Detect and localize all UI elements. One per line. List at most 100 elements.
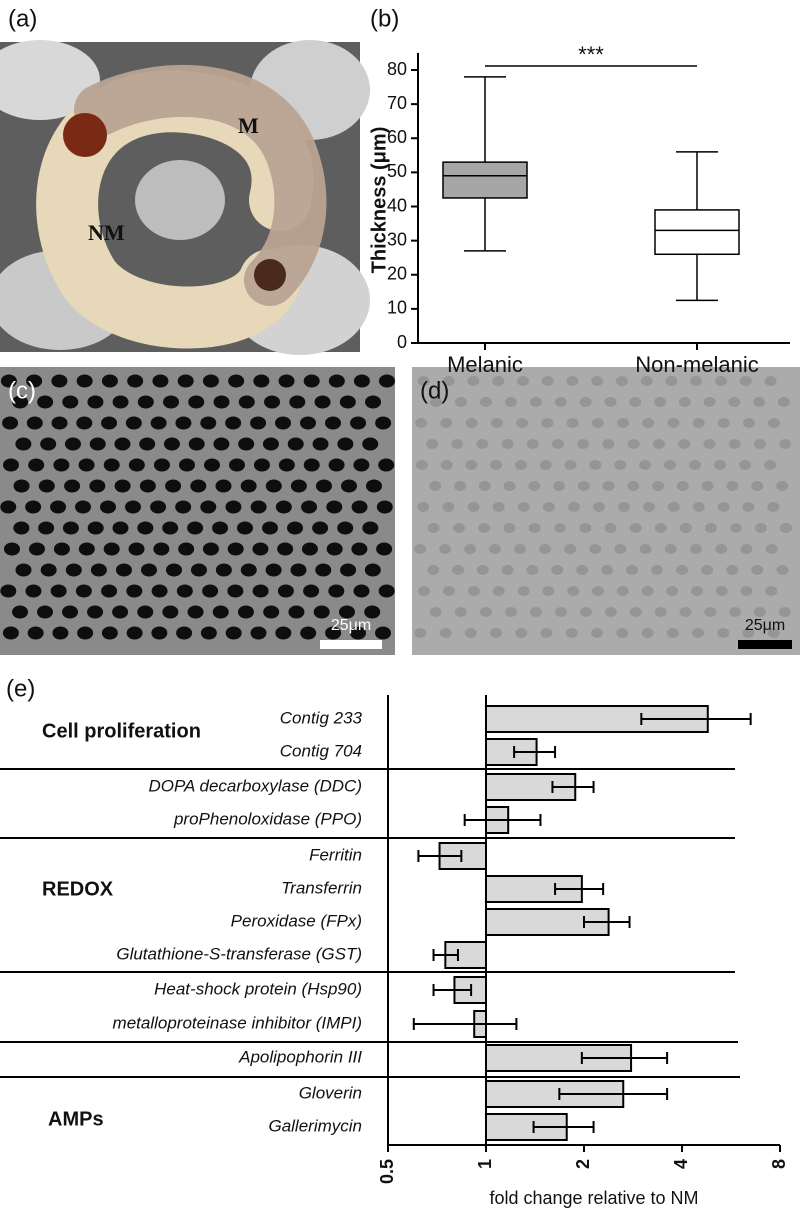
pore: [264, 395, 281, 409]
pore: [426, 439, 439, 449]
pore: [325, 626, 342, 640]
pore: [250, 500, 267, 514]
pore: [237, 521, 254, 535]
pore: [165, 563, 182, 577]
pore: [679, 607, 692, 617]
y-tick-label: 70: [387, 93, 407, 113]
pore: [340, 563, 357, 577]
panel-label: (b): [370, 5, 399, 32]
pore: [127, 374, 144, 388]
error-bar: [412, 1018, 518, 1030]
pore: [114, 437, 131, 451]
pore: [188, 395, 205, 409]
pore: [639, 460, 652, 470]
pore: [328, 374, 345, 388]
pore: [240, 563, 257, 577]
pore: [554, 397, 567, 407]
pore: [514, 544, 527, 554]
pore: [40, 437, 57, 451]
pore: [689, 460, 702, 470]
pore: [742, 628, 755, 638]
pore: [187, 605, 204, 619]
pore: [213, 395, 230, 409]
pore: [137, 395, 154, 409]
pore: [100, 500, 117, 514]
category-label: Ferritin: [309, 845, 362, 864]
pore: [767, 628, 780, 638]
y-axis-label: Thickness (μm): [368, 127, 390, 274]
category-label: Apolipophorin III: [238, 1047, 362, 1066]
pore: [350, 416, 367, 430]
pore: [464, 628, 477, 638]
pore: [75, 500, 92, 514]
pore: [87, 521, 104, 535]
pore: [301, 500, 318, 514]
pore: [2, 416, 19, 430]
pore: [703, 397, 716, 407]
pore: [177, 374, 194, 388]
pore: [339, 395, 356, 409]
pore: [262, 521, 279, 535]
pore: [62, 521, 79, 535]
pore: [652, 481, 665, 491]
pore: [278, 458, 295, 472]
pore: [325, 416, 342, 430]
pore: [592, 586, 605, 596]
pore: [340, 479, 357, 493]
scale-bar-label: 25μm: [331, 617, 371, 634]
pore: [312, 521, 329, 535]
error-bar: [432, 984, 473, 996]
pore: [439, 544, 452, 554]
pore: [717, 418, 730, 428]
pore: [287, 521, 304, 535]
group-label: Cell proliferation: [42, 720, 201, 742]
pore: [362, 521, 379, 535]
pore: [452, 523, 465, 533]
pore: [365, 395, 382, 409]
pore: [451, 565, 464, 575]
pore: [137, 521, 154, 535]
pore: [13, 479, 30, 493]
pore: [137, 605, 154, 619]
panel-label: (a): [8, 5, 37, 32]
pore: [427, 565, 440, 575]
category-label: Glutathione-S-transferase (GST): [116, 944, 362, 963]
pore: [87, 605, 104, 619]
pore: [526, 439, 539, 449]
pore: [778, 607, 791, 617]
pore: [290, 479, 307, 493]
x-tick-label: 4: [671, 1159, 691, 1169]
pore: [287, 437, 304, 451]
pore: [467, 376, 480, 386]
pore: [50, 584, 67, 598]
pore: [376, 542, 393, 556]
pore: [679, 523, 692, 533]
pore: [151, 626, 168, 640]
pore: [465, 460, 478, 470]
pore: [726, 481, 739, 491]
pore: [517, 586, 530, 596]
pore: [664, 460, 677, 470]
pore: [353, 374, 370, 388]
pore: [40, 563, 57, 577]
pore: [290, 563, 307, 577]
pore: [454, 397, 467, 407]
pore: [589, 544, 602, 554]
micrograph: [412, 367, 800, 655]
pore: [25, 500, 42, 514]
pore: [64, 437, 81, 451]
y-tick-label: 80: [387, 59, 407, 79]
pore: [275, 416, 292, 430]
pore: [602, 439, 615, 449]
pore: [627, 439, 640, 449]
pore: [690, 376, 703, 386]
pore: [303, 374, 320, 388]
pore: [564, 460, 577, 470]
pore: [714, 460, 727, 470]
micrograph: [0, 367, 395, 655]
pore: [227, 542, 244, 556]
pore: [77, 626, 94, 640]
pore: [427, 523, 440, 533]
pore: [541, 418, 554, 428]
pore: [529, 607, 542, 617]
